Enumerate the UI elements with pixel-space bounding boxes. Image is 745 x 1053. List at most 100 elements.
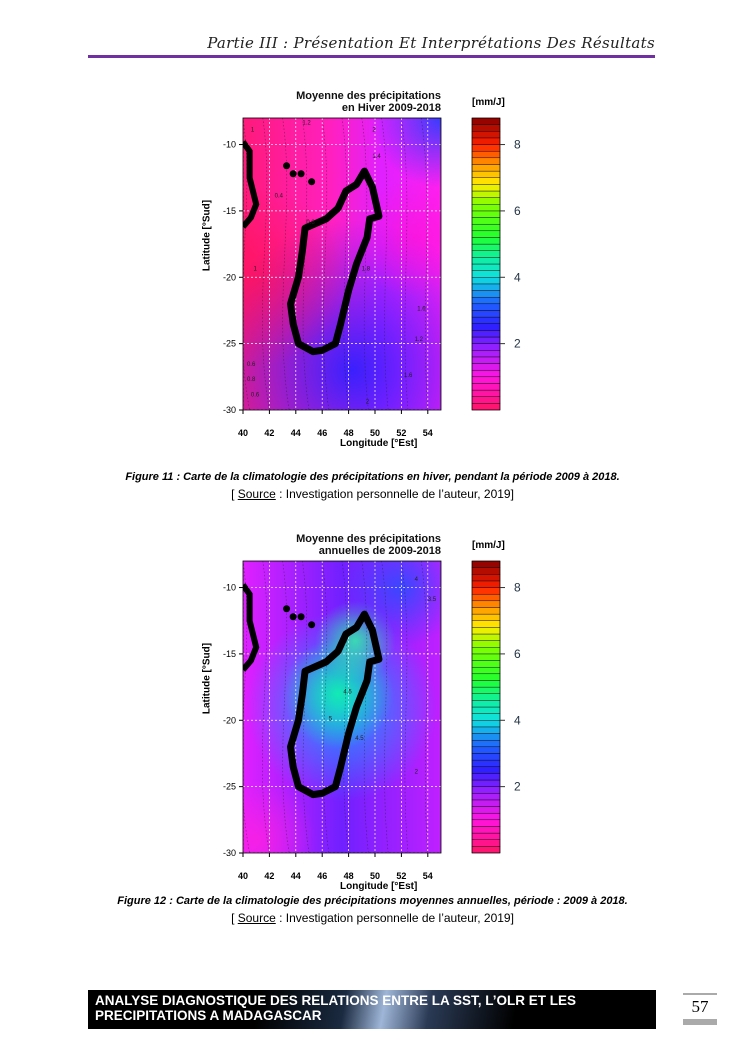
- y-tick-label: -30: [223, 405, 236, 415]
- colorbar-segment: [471, 686, 501, 694]
- caption-label: Figure 12 :: [117, 895, 173, 907]
- colorbar-segment: [471, 350, 501, 358]
- y-tick-label: -15: [223, 649, 236, 659]
- colorbar-segment: [471, 580, 501, 588]
- source-open: [: [231, 487, 238, 501]
- footer-line-1: ANALYSE DIAGNOSTIQUE DES RELATIONS ENTRE…: [95, 993, 577, 1008]
- colorbar-segment: [471, 290, 501, 298]
- colorbar-segment: [471, 296, 501, 305]
- colorbar-segment: [471, 779, 501, 787]
- colorbar-segment: [471, 177, 501, 185]
- x-tick-label: 42: [264, 871, 274, 881]
- x-tick-label: 44: [291, 428, 301, 438]
- contour-label: 5: [329, 716, 333, 722]
- source-text: : Investigation personnelle de l’auteur,…: [275, 487, 514, 501]
- comoros-island: [289, 170, 297, 178]
- colorbar-segment: [471, 653, 501, 661]
- colorbar-segment: [471, 396, 501, 404]
- contour-label: 1: [251, 127, 255, 133]
- comoros-island: [308, 621, 316, 629]
- map-title: Moyenne des précipitations en Hiver 2009-…: [296, 90, 441, 114]
- x-tick-label: 46: [317, 428, 327, 438]
- colorbar-segment: [471, 773, 501, 781]
- colorbar-segment: [471, 660, 501, 668]
- x-tick-label: 50: [370, 428, 380, 438]
- contour-label: 0.6: [247, 362, 256, 368]
- colorbar-segment: [471, 746, 501, 754]
- colorbar-segment: [471, 263, 501, 271]
- figure-12-source: [ Source : Investigation personnelle de …: [0, 911, 745, 925]
- contour-line: [361, 561, 369, 853]
- colorbar-segment: [471, 170, 501, 178]
- colorbar-segment: [471, 600, 501, 608]
- contour-line: [341, 118, 349, 410]
- caption-text: Carte de la climatologie des précipitati…: [172, 895, 628, 907]
- figure-winter-map: Moyenne des précipitations en Hiver 2009-…: [195, 90, 535, 470]
- y-tick-label: -10: [223, 583, 236, 593]
- colorbar-segment: [471, 786, 501, 794]
- colorbar-segment: [471, 799, 501, 807]
- colorbar-segment: [471, 383, 501, 391]
- colorbar-segment: [471, 243, 501, 251]
- madagascar-coastline: [287, 167, 383, 356]
- contour-label: 4.5: [355, 736, 364, 742]
- contour-line: [302, 118, 310, 410]
- source-word: Source: [237, 487, 276, 501]
- contour-line: [262, 118, 270, 410]
- figure-12-caption: Figure 12 : Carte de la climatologie des…: [0, 894, 745, 909]
- colorbar-segment: [471, 124, 501, 132]
- colorbar-segment: [471, 839, 501, 847]
- colorbar-segment: [471, 356, 501, 364]
- colorbar-segment: [471, 647, 501, 655]
- colorbar-tick-label: 8: [514, 581, 521, 595]
- colorbar-segment: [471, 237, 501, 245]
- colorbar-segment: [471, 403, 501, 411]
- colorbar-segment: [471, 230, 501, 238]
- colorbar-segment: [471, 713, 501, 721]
- contour-label: 2: [415, 769, 419, 775]
- colorbar-segment: [471, 706, 501, 714]
- colorbar-segment: [471, 369, 501, 378]
- colorbar-segment: [471, 567, 501, 575]
- x-tick-label: 48: [344, 428, 354, 438]
- colorbar-segment: [471, 739, 501, 748]
- page-number-bar: [683, 1019, 717, 1025]
- source-open: [: [231, 911, 238, 925]
- colorbar-segment: [471, 330, 501, 338]
- colorbar-segment: [471, 640, 501, 648]
- colorbar-segment: [471, 666, 501, 675]
- contour-label: 4.5: [343, 690, 352, 696]
- africa-coastline: [243, 583, 260, 672]
- contour-label: 0.8: [306, 220, 315, 226]
- contour-label: 3.5: [428, 597, 437, 603]
- colorbar-segment: [471, 217, 501, 225]
- caption-label: Figure 11 :: [125, 471, 181, 483]
- x-tick-label: 54: [423, 428, 433, 438]
- colorbar-segment: [471, 680, 501, 688]
- colorbar-segment: [471, 733, 501, 741]
- colorbar-segment: [471, 389, 501, 397]
- colorbar-segment: [471, 310, 501, 318]
- caption-text: Carte de la climatologie des précipitati…: [180, 471, 620, 483]
- colorbar-segment: [471, 303, 501, 311]
- colorbar-segment: [471, 753, 501, 761]
- colorbar-segment: [471, 846, 501, 854]
- x-tick-label: 48: [344, 871, 354, 881]
- contour-line: [401, 561, 409, 853]
- page-number: 57: [683, 993, 717, 1017]
- x-tick-label: 52: [396, 871, 406, 881]
- y-tick-label: -15: [223, 206, 236, 216]
- colorbar-segment: [471, 613, 501, 621]
- title-line-2: annuelles de 2009-2018: [318, 545, 441, 557]
- contour-label: 2: [372, 127, 376, 133]
- contour-line: [302, 561, 310, 853]
- source-text: : Investigation personnelle de l’auteur,…: [275, 911, 514, 925]
- contour-line: [381, 118, 389, 410]
- plot-frame: [242, 117, 442, 411]
- contour-line: [361, 118, 369, 410]
- colorbar-segment: [471, 144, 501, 152]
- title-line-1: Moyenne des précipitations: [296, 90, 441, 102]
- colorbar-segment: [471, 363, 501, 371]
- contour-line: [341, 561, 349, 853]
- madagascar-coastline: [287, 610, 383, 799]
